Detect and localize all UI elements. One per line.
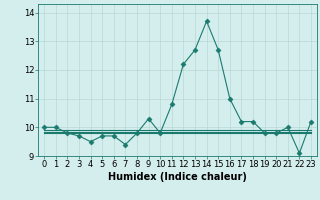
X-axis label: Humidex (Indice chaleur): Humidex (Indice chaleur) [108,172,247,182]
